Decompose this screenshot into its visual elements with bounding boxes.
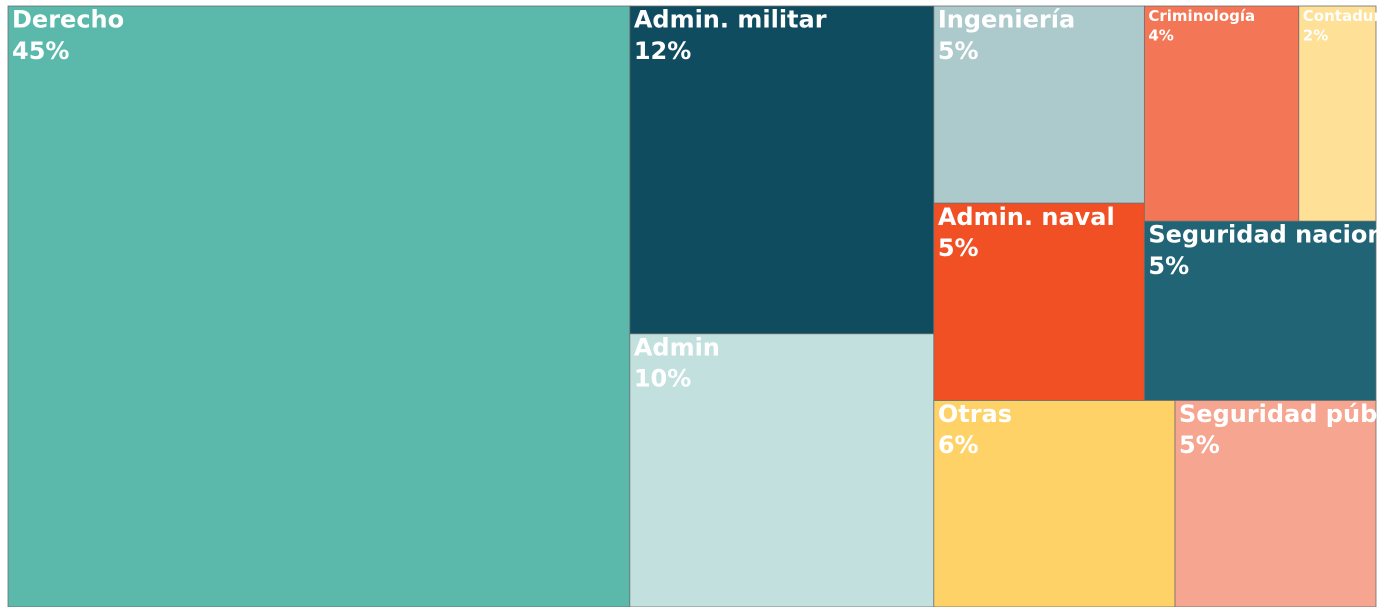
- tile-value: 5%: [938, 37, 979, 65]
- tile: [933, 202, 1145, 401]
- tile-value: 5%: [1179, 431, 1220, 459]
- tile-label: Seguridad nacional: [1148, 221, 1380, 249]
- tile-label: Seguridad pública: [1179, 400, 1380, 428]
- tile: [933, 5, 1145, 204]
- tile-label: Contaduría: [1303, 7, 1380, 25]
- tile: [1143, 5, 1300, 222]
- tile-value: 2%: [1303, 27, 1328, 45]
- tile: [1174, 400, 1377, 607]
- tile-label: Admin: [634, 333, 720, 361]
- tile-value: 5%: [1148, 252, 1189, 280]
- tile-value: 6%: [938, 431, 979, 459]
- tile: [7, 5, 631, 607]
- tile-value: 45%: [12, 37, 69, 65]
- tile: [629, 5, 935, 335]
- tile-value: 10%: [634, 365, 691, 393]
- tile: [1143, 220, 1377, 401]
- tile-value: 5%: [938, 234, 979, 262]
- tile-label: Admin. militar: [634, 6, 827, 34]
- tile-label: Criminología: [1148, 7, 1255, 25]
- tile-label: Derecho: [12, 6, 124, 34]
- tile: [629, 333, 935, 607]
- tile-value: 4%: [1148, 27, 1173, 45]
- tile-value: 12%: [634, 37, 691, 65]
- tile: [1298, 5, 1377, 222]
- tile-label: Ingeniería: [938, 6, 1075, 34]
- tile: [933, 400, 1176, 607]
- tile-label: Admin. naval: [938, 203, 1115, 231]
- tile-label: Otras: [938, 400, 1012, 428]
